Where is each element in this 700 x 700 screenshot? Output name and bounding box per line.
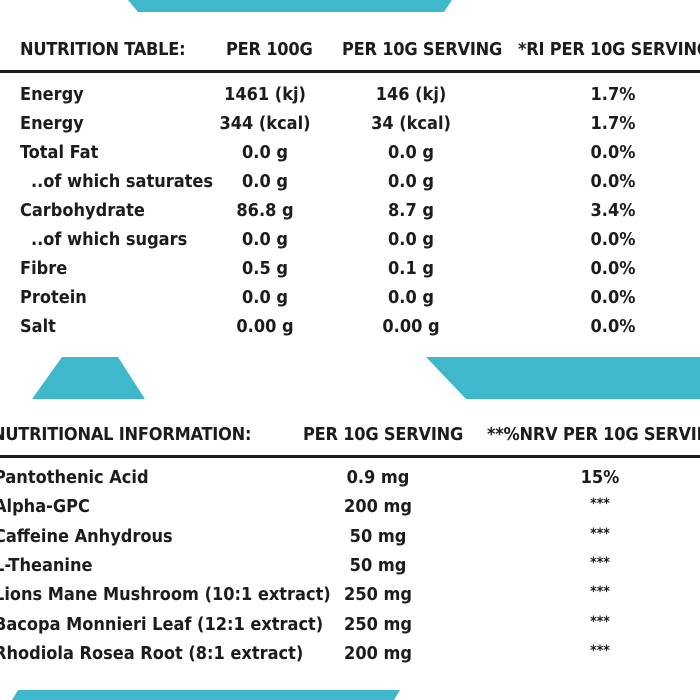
nutrient-name: Total Fat [20, 142, 99, 163]
nrv-value: 15% [580, 467, 620, 488]
ri-value: 0.0% [590, 142, 636, 163]
header-divider [0, 70, 700, 73]
bottom-accent-band [12, 690, 400, 700]
nrv-value: *** [590, 554, 610, 571]
nutrient-name: Salt [20, 316, 56, 337]
middle-right-accent-band [426, 357, 700, 399]
col-header-per-10g-serving: PER 10G SERVING [342, 39, 503, 60]
per-10g-amount: 50 mg [349, 554, 407, 576]
ingredient-name: Pantothenic Acid [0, 467, 149, 488]
col-header-nrv-per-10g: **%NRV PER 10G SERVING [487, 424, 700, 445]
nutrient-name: ..of which saturates [31, 171, 214, 192]
ingredient-name: Lions Mane Mushroom (10:1 extract) [0, 584, 331, 606]
ingredient-name: Rhodiola Rosea Root (8:1 extract) [0, 642, 304, 664]
nutrient-name: Energy [20, 84, 84, 105]
ri-value: 1.7% [590, 113, 636, 134]
ri-value: 0.0% [590, 316, 636, 337]
per-10g-amount: 250 mg [344, 613, 412, 635]
per-100g-value: 0.0 g [242, 287, 288, 308]
per-10g-value: 0.0 g [388, 171, 434, 192]
nutrient-name: Fibre [20, 258, 68, 279]
ri-value: 3.4% [590, 200, 636, 221]
per-10g-amount: 200 mg [344, 642, 412, 664]
per-10g-value: 146 (kj) [375, 84, 447, 105]
nrv-value: *** [590, 525, 610, 542]
per-10g-amount: 0.9 mg [346, 467, 410, 488]
per-100g-value: 0.0 g [242, 229, 288, 250]
nrv-value: *** [590, 642, 610, 659]
ingredient-name: Caffeine Anhydrous [0, 525, 173, 547]
ri-value: 0.0% [590, 171, 636, 192]
per-10g-amount: 250 mg [344, 584, 412, 606]
per-10g-value: 0.1 g [388, 258, 434, 279]
per-100g-value: 0.5 g [242, 258, 288, 279]
ingredient-name: Alpha-GPC [0, 496, 90, 518]
ri-value: 0.0% [590, 258, 636, 279]
header-divider-2 [0, 455, 700, 458]
ri-value: 1.7% [590, 84, 636, 105]
nutritional-information-title: NUTRITIONAL INFORMATION: [0, 424, 252, 445]
per-10g-value: 34 (kcal) [371, 113, 451, 134]
nrv-value: *** [590, 584, 610, 601]
per-10g-value: 8.7 g [388, 200, 434, 221]
per-10g-amount: 200 mg [344, 496, 412, 518]
nutrient-name: ..of which sugars [31, 229, 188, 250]
per-10g-value: 0.0 g [388, 287, 434, 308]
per-100g-value: 86.8 g [236, 200, 294, 221]
per-10g-amount: 50 mg [349, 525, 407, 547]
per-10g-value: 0.0 g [388, 142, 434, 163]
nutrient-name: Carbohydrate [20, 200, 145, 221]
nrv-value: *** [590, 496, 610, 513]
nutrient-name: Energy [20, 113, 84, 134]
ingredient-name: Bacopa Monnieri Leaf (12:1 extract) [0, 613, 324, 635]
nutrition-table-title: NUTRITION TABLE: [20, 39, 186, 60]
ingredient-name: L-Theanine [0, 554, 93, 576]
per-100g-value: 0.0 g [242, 171, 288, 192]
ri-value: 0.0% [590, 287, 636, 308]
nutrient-name: Protein [20, 287, 87, 308]
middle-left-accent-band [32, 357, 145, 399]
col-header-per-100g: PER 100G [226, 39, 313, 60]
top-accent-band [128, 0, 452, 12]
per-100g-value: 0.00 g [236, 316, 294, 337]
col-header-ri-per-10g: *RI PER 10G SERVING [518, 39, 700, 60]
nrv-value: *** [590, 613, 610, 630]
col-header-per-10g-serving-2: PER 10G SERVING [303, 424, 464, 445]
ri-value: 0.0% [590, 229, 636, 250]
per-10g-value: 0.0 g [388, 229, 434, 250]
per-10g-value: 0.00 g [382, 316, 440, 337]
per-100g-value: 344 (kcal) [219, 113, 311, 134]
per-100g-value: 0.0 g [242, 142, 288, 163]
per-100g-value: 1461 (kj) [224, 84, 306, 105]
